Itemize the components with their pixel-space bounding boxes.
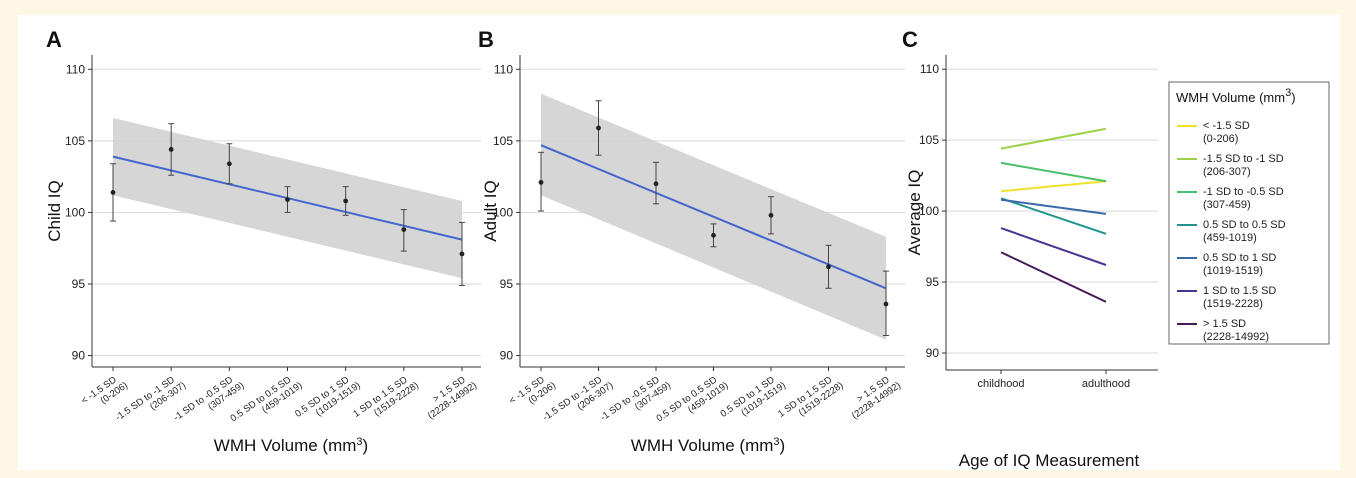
panel-a-letter: A — [46, 27, 62, 52]
panel-b-ytick-label: 95 — [500, 277, 514, 291]
panel-b-point — [596, 125, 601, 131]
legend-item-label: -1 SD to -0.5 SD — [1203, 186, 1284, 198]
panel-c-xtick-label: adulthood — [1082, 378, 1130, 390]
panel-a-ytick-label: 100 — [65, 205, 85, 219]
legend-item-label: 0.5 SD to 1 SD — [1203, 252, 1276, 264]
panel-b-ylabel: Adult IQ — [481, 180, 500, 241]
panel-c-letter: C — [902, 27, 918, 52]
legend-item-range: (2228-14992) — [1203, 331, 1269, 343]
panel-a-point — [343, 198, 349, 204]
legend-item-label: > 1.5 SD — [1203, 318, 1246, 330]
legend-item-label: < -1.5 SD — [1203, 120, 1250, 132]
panel-c-series-line — [1000, 197, 1107, 235]
panel-b-point — [538, 179, 544, 185]
panel-a-point — [459, 251, 465, 257]
panel-a-point — [168, 147, 174, 152]
panel-a-ytick-label: 95 — [72, 277, 86, 291]
panel-a-xtick-label: 1 SD to 1.5 SD(1519-2228) — [351, 371, 420, 429]
legend-item-range: (307-459) — [1203, 199, 1251, 211]
panel-a-ytick-label: 110 — [66, 62, 85, 76]
legend-item-label: 0.5 SD to 0.5 SD — [1203, 219, 1286, 231]
legend-item-range: (0-206) — [1203, 133, 1238, 145]
panel-c-ytick-label: 105 — [919, 133, 939, 147]
panel-b-ytick-label: 105 — [493, 134, 513, 148]
legend-item-range: (206-307) — [1203, 166, 1251, 178]
panel-c-series-line — [1000, 161, 1107, 183]
panel-b-xtick-label: > 1.5 SD(2228-14992) — [844, 371, 903, 422]
legend-item-label: 1 SD to 1.5 SD — [1203, 285, 1276, 297]
panel-c-xtick-label: childhood — [977, 378, 1024, 390]
panel-c-series-line — [1000, 251, 1107, 303]
panel-c-ytick-label: 90 — [926, 346, 940, 360]
panel-a-ylabel: Child IQ — [45, 180, 64, 241]
panel-c-series-line — [1000, 198, 1107, 215]
panel-c-ytick-label: 110 — [920, 62, 939, 76]
chart-svg: A 90 95 100 105 110 Child IQ < -1.5 SD(0-206) -1… — [45, 27, 1330, 470]
panel-b-letter: B — [478, 27, 494, 52]
panel-b-ytick-label: 110 — [494, 62, 513, 76]
panel-b-point — [883, 301, 889, 307]
panel-b-point — [826, 264, 831, 270]
panel-a-xtick-label: > 1.5 SD(2228-14992) — [420, 371, 479, 422]
panel-a-ytick-label: 90 — [72, 349, 86, 363]
panel-b-point — [711, 232, 716, 238]
panel-a-point — [285, 197, 290, 202]
legend-item-range: (1519-2228) — [1203, 298, 1263, 310]
panel-b-point — [768, 212, 774, 218]
panel-c-series-line — [1000, 127, 1107, 150]
panel-b-point — [653, 181, 659, 187]
panel-a-point — [401, 227, 407, 233]
panel-c-ytick-label: 100 — [919, 204, 939, 218]
legend-item-range: (459-1019) — [1203, 232, 1257, 244]
panel-b-ytick-label: 90 — [500, 349, 514, 363]
panel-c-series-line — [1000, 180, 1107, 193]
panel-a-point — [110, 189, 116, 195]
panel-b-ytick-label: 100 — [493, 205, 513, 219]
panel-c-ytick-label: 95 — [926, 275, 940, 289]
panel-b-xtick-label: 0.5 SD to 1 SD(1019-1519) — [718, 371, 787, 429]
panel-a-xlabel: WMH Volume (mm3) — [214, 436, 368, 455]
panel-a-ytick-label: 105 — [65, 134, 85, 148]
panel-c-xlabel: Age of IQ Measurement — [959, 451, 1140, 470]
panel-c-series-line — [1000, 227, 1107, 266]
panel-a-point — [226, 161, 232, 167]
panel-a-xtick-label: 0.5 SD to 1 SD(1019-1519) — [293, 371, 362, 429]
panel-c-ylabel: Average IQ — [905, 170, 924, 256]
legend-item-range: (1019-1519) — [1203, 265, 1263, 277]
legend-item-label: -1.5 SD to -1 SD — [1203, 153, 1284, 165]
panel-b-xtick-label: 1 SD to 1.5 SD(1519-2228) — [776, 371, 845, 429]
legend-title: WMH Volume (mm3) — [1176, 87, 1296, 105]
panel-b-xlabel: WMH Volume (mm3) — [631, 436, 785, 455]
figure: A 90 95 100 105 110 Child IQ < -1.5 SD(0-206) -1… — [18, 15, 1340, 470]
